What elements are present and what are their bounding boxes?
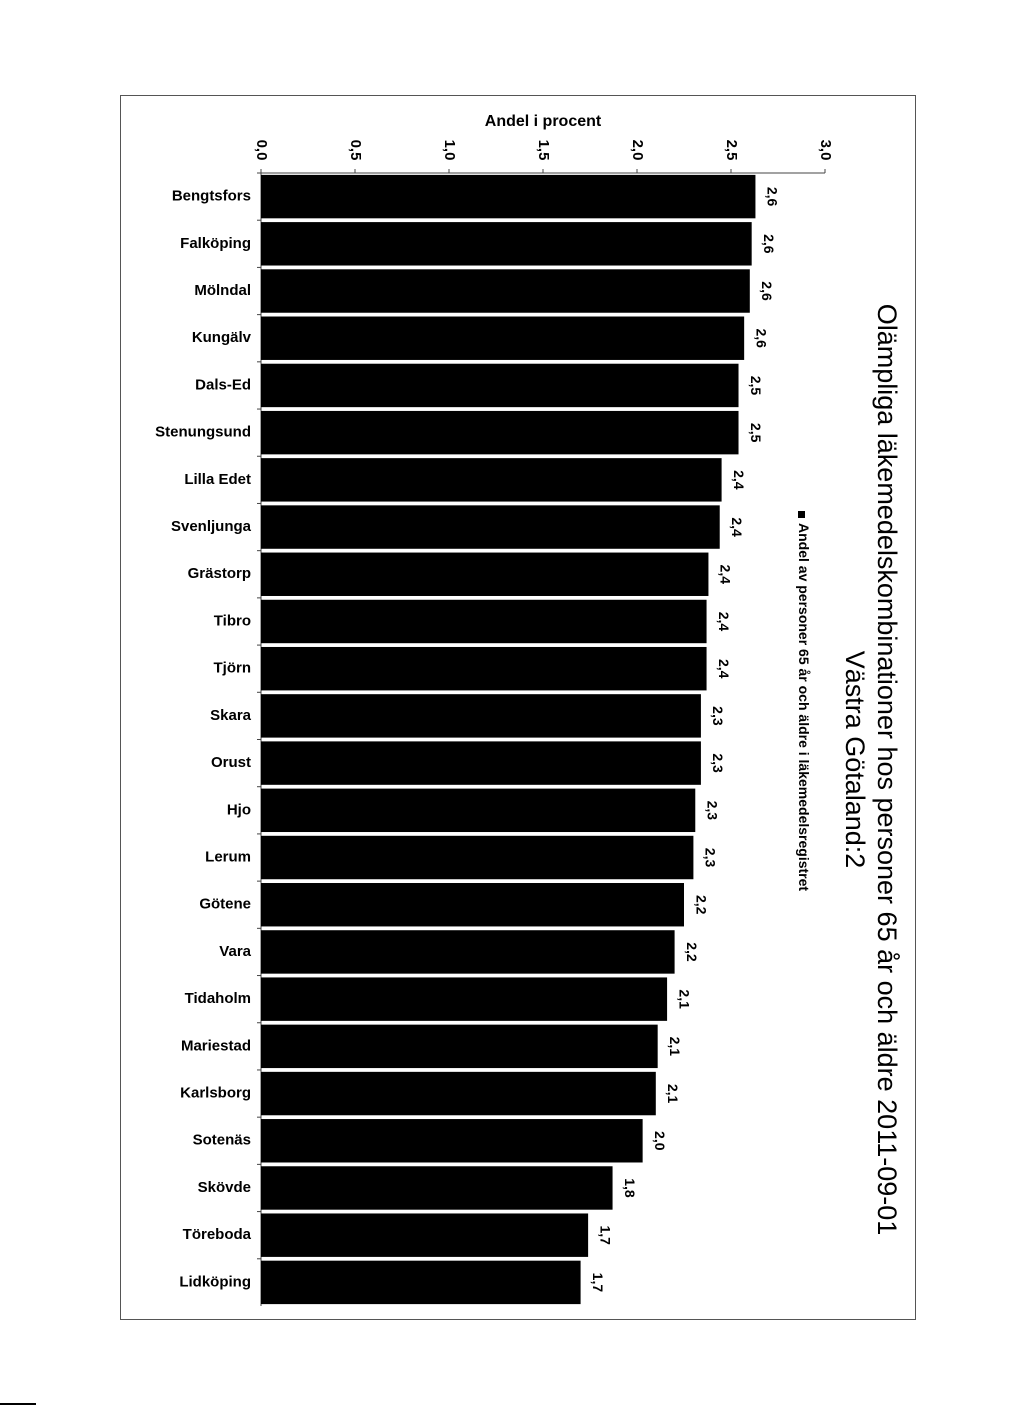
bar [261,835,694,880]
x-tick-label: 0,0 [253,140,270,161]
bar [261,930,675,974]
data-label: 2,1 [667,1037,683,1057]
bar [261,505,720,549]
category-label: Bengtsfors [172,188,251,205]
chart-subtitle: Västra Götaland:2 [840,651,870,869]
data-label: 2,5 [748,376,764,396]
data-label: 2,3 [710,753,726,773]
category-label: Mariestad [181,1037,251,1054]
category-label: Skövde [198,1179,251,1196]
data-label: 2,6 [765,187,781,207]
category-label: Tidaholm [185,990,251,1007]
category-label: Mölndal [194,282,251,299]
category-label: Lilla Edet [184,471,251,488]
x-tick-label: 1,0 [441,140,458,161]
category-label: Hjo [227,801,251,818]
data-label: 2,3 [705,801,721,821]
data-label: 2,4 [718,565,734,585]
category-label: Svenljunga [171,518,252,535]
category-label: Sotenäs [193,1132,251,1149]
bar [261,222,752,266]
chart-frame: 0,0 0,5 1,0 1,5 2,0 2,5 3,0 Bengtsfors 2,6 Falkö… [120,95,916,1320]
bar [261,410,739,455]
bar [261,883,684,927]
bar [261,741,701,785]
category-label: Dals-Ed [195,376,251,393]
page-margin-mark [0,1403,36,1405]
data-label: 1,7 [590,1273,606,1293]
category-label: Stenungsund [155,424,251,441]
x-tick-label: 3,0 [817,140,834,161]
legend-swatch [798,511,805,518]
bar [261,552,709,596]
bar [261,1166,613,1210]
category-label: Lidköping [179,1273,251,1290]
data-label: 2,0 [652,1131,668,1151]
data-label: 2,4 [716,659,732,679]
category-label: Vara [219,943,251,960]
category-label: Orust [211,754,251,771]
data-label: 1,8 [622,1178,638,1198]
data-label: 2,1 [676,989,692,1009]
data-label: 2,1 [665,1084,681,1104]
category-label: Tibro [214,612,251,629]
data-label: 2,3 [710,706,726,726]
bar [261,1024,658,1069]
category-label: Töreboda [183,1226,252,1243]
bar [261,316,745,360]
category-label: Kungälv [192,329,252,346]
data-label: 2,6 [753,328,769,348]
category-label: Karlsborg [180,1085,251,1102]
chart-title: Olämpliga läkemedelskombinationer hos pe… [872,304,902,1236]
data-label: 2,3 [703,848,719,868]
category-label: Grästorp [188,565,251,582]
bar [261,1071,656,1116]
category-label: Götene [199,896,251,913]
x-tick-label: 2,0 [629,140,646,161]
category-label: Skara [210,707,252,724]
x-tick-label: 2,5 [723,140,740,161]
bar [261,269,750,313]
x-axis-title: Andel i procent [485,113,602,130]
data-label: 2,5 [748,423,764,443]
bar [261,694,701,738]
data-label: 2,2 [684,942,700,962]
x-tick-label: 1,5 [535,140,552,161]
category-label: Lerum [205,848,251,865]
bar [261,646,707,691]
bar-chart: 0,0 0,5 1,0 1,5 2,0 2,5 3,0 Bengtsfors 2,6 Falkö… [155,113,902,1306]
data-label: 2,6 [759,281,775,301]
x-tick-label: 0,5 [347,140,364,161]
bar [261,1119,643,1163]
bar [261,458,722,502]
legend: Andel av personer 65 år och äldre i läke… [796,511,812,891]
legend-entry: Andel av personer 65 år och äldre i läke… [796,523,812,891]
bar [261,363,739,408]
bar [261,174,756,219]
data-label: 2,6 [761,234,777,254]
bar [261,599,707,644]
data-label: 2,4 [716,612,732,632]
data-label: 2,4 [729,517,745,537]
data-label: 1,7 [597,1225,613,1245]
data-label: 2,2 [693,895,709,915]
bar [261,788,696,833]
data-label: 2,4 [731,470,747,490]
category-label: Falköping [180,235,251,252]
category-label: Tjörn [214,660,252,677]
bar [261,1260,581,1305]
bar [261,977,668,1021]
bar [261,1213,589,1257]
